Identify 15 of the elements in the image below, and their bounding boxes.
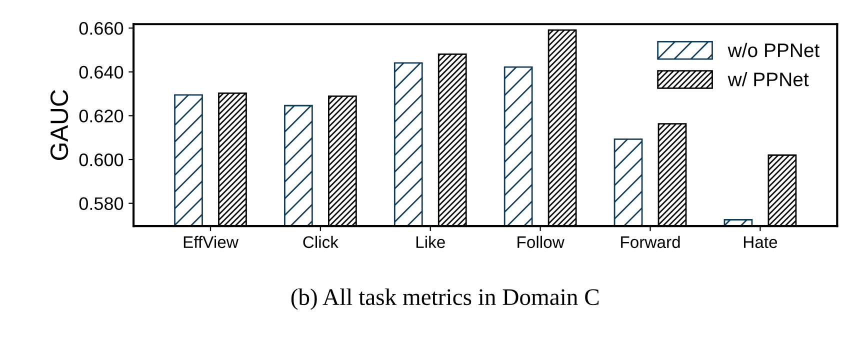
x-tick-label: Click	[303, 236, 339, 248]
y-tick-label: 0.580	[79, 197, 124, 210]
x-tick-label: Follow	[518, 236, 564, 248]
x-tick-label: Forward	[621, 236, 680, 248]
y-axis-title: GAUC	[50, 90, 68, 160]
y-tick-label: 0.620	[79, 110, 124, 122]
y-tick-label: 0.640	[79, 66, 124, 79]
y-tick-label: 0.600	[79, 153, 124, 166]
legend-label: w/o PPNet	[728, 42, 820, 58]
text: (b) All task metrics in Domain C	[291, 288, 599, 310]
x-tick-label: Like	[416, 236, 445, 248]
x-tick-label: EffView	[184, 236, 238, 248]
y-tick-label: 0.660	[79, 22, 124, 35]
legend-label: w/ PPNet	[728, 72, 809, 86]
x-tick-label: Hate	[744, 236, 778, 248]
